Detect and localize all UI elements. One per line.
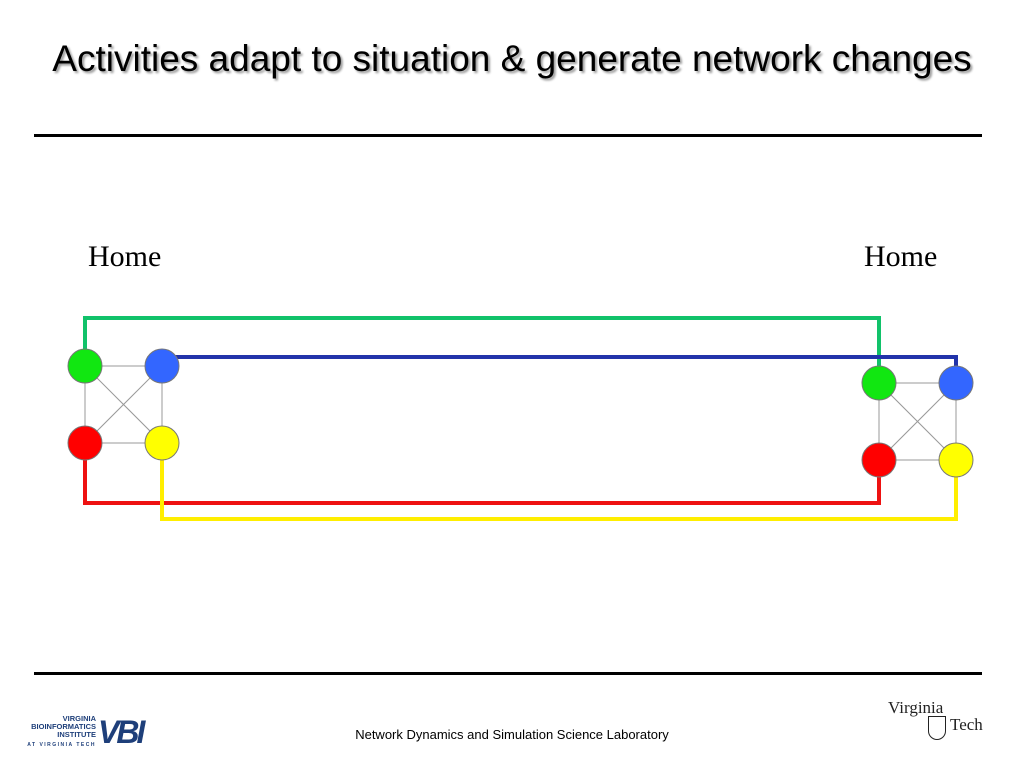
vt-word-virginia: Virginia (888, 698, 944, 717)
right-red-node (861, 442, 897, 478)
vt-word-tech: Tech (950, 715, 983, 734)
vbi-line-bioinformatics: BIOINFORMATICS (31, 722, 96, 731)
slide-title: Activities adapt to situation & generate… (52, 38, 972, 79)
left-yellow-node (144, 425, 180, 461)
left-red-node (67, 425, 103, 461)
blue-link (162, 355, 958, 383)
lab-name: Network Dynamics and Simulation Science … (355, 727, 669, 742)
vbi-mark: VBI (98, 714, 145, 750)
vbi-line-at-vt: AT VIRGINIA TECH (27, 742, 96, 748)
left-blue-node (144, 348, 180, 384)
red-link (83, 443, 881, 505)
green-link (83, 316, 881, 383)
vbi-line-virginia: VIRGINIA (62, 714, 96, 723)
vbi-logo: VIRGINIA BIOINFORMATICS INSTITUTE AT VIR… (24, 712, 164, 752)
home-label-left: Home (88, 240, 162, 273)
top-divider (34, 134, 982, 137)
bottom-divider (34, 672, 982, 675)
right-yellow-node (938, 442, 974, 478)
shield-icon (928, 716, 946, 740)
right-blue-node (938, 365, 974, 401)
vbi-wordmark: VIRGINIA BIOINFORMATICS INSTITUTE AT VIR… (24, 715, 96, 749)
home-label-right: Home (864, 240, 938, 273)
yellow-link (160, 443, 958, 521)
edge (84, 365, 163, 444)
right-green-node (861, 365, 897, 401)
edge (878, 382, 957, 461)
left-green-node (67, 348, 103, 384)
vbi-line-institute: INSTITUTE (57, 730, 96, 739)
virginia-tech-logo: Virginia Tech (888, 698, 998, 748)
